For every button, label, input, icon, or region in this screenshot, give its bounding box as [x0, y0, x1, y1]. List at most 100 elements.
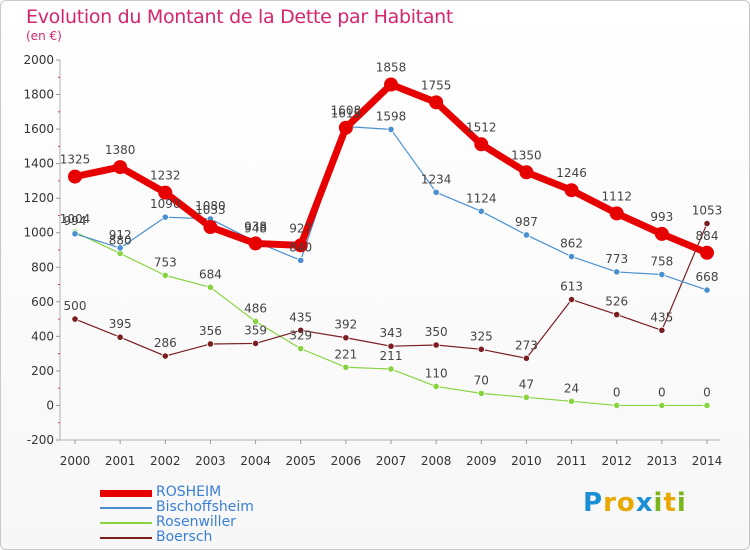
data-label-bischoffsheim: 1615 [331, 107, 362, 121]
data-point-rosenwiller [342, 363, 350, 371]
legend-item-rosenwiller: Rosenwiller [100, 515, 340, 530]
logo-letter: o [616, 488, 636, 518]
data-label-bischoffsheim: 987 [515, 215, 538, 229]
data-point-rosheim [68, 169, 82, 184]
data-point-rosheim [609, 206, 624, 221]
x-tick-label: 2003 [195, 454, 226, 468]
data-point-rosenwiller [432, 382, 440, 391]
data-label-boersch: 273 [515, 338, 538, 352]
chart-subtitle: (en €) [26, 29, 62, 43]
x-tick-label: 2009 [466, 454, 497, 468]
data-point-boersch [567, 295, 576, 304]
data-point-rosenwiller [613, 401, 621, 410]
legend-swatch [100, 537, 152, 539]
x-tick-label: 2011 [556, 454, 587, 468]
data-label-rosenwiller: 211 [380, 349, 403, 363]
logo-letter: P [583, 488, 604, 518]
x-tick-label: 2004 [240, 454, 271, 468]
data-label-bischoffsheim: 1090 [150, 197, 181, 211]
data-label-rosenwiller: 0 [658, 385, 666, 399]
data-label-rosheim: 1112 [601, 189, 632, 203]
data-label-rosheim: 1512 [466, 120, 497, 134]
data-point-bischoffsheim [522, 231, 531, 239]
data-label-bischoffsheim: 948 [244, 222, 267, 236]
data-label-rosenwiller: 47 [519, 377, 534, 391]
data-label-bischoffsheim: 1124 [466, 191, 497, 205]
data-point-rosheim [293, 238, 308, 253]
data-point-bischoffsheim [477, 207, 485, 215]
logo-letter: x [635, 488, 654, 518]
data-point-rosenwiller [522, 393, 531, 401]
data-label-bischoffsheim: 668 [696, 270, 719, 284]
data-point-rosheim [474, 137, 489, 152]
data-point-bischoffsheim [658, 270, 666, 279]
data-point-boersch [297, 326, 305, 334]
data-label-rosheim: 1033 [195, 203, 226, 217]
data-point-boersch [116, 333, 124, 341]
data-point-boersch [522, 354, 531, 362]
data-label-rosheim: 1858 [376, 61, 407, 75]
data-point-rosheim [113, 160, 128, 175]
data-label-bischoffsheim: 1080 [195, 199, 226, 213]
data-label-rosheim: 1350 [511, 148, 542, 162]
x-tick-label: 2008 [421, 454, 452, 468]
legend-label: Rosenwiller [156, 514, 236, 530]
data-label-bischoffsheim: 912 [109, 228, 132, 242]
x-tick-label: 2002 [150, 454, 181, 468]
legend-item-boersch: Boersch [100, 530, 340, 545]
data-point-boersch [206, 340, 215, 348]
data-point-bischoffsheim [71, 230, 79, 238]
data-label-rosenwiller: 110 [425, 366, 448, 380]
data-label-boersch: 325 [470, 329, 493, 343]
x-tick-label: 2012 [601, 454, 632, 468]
data-label-bischoffsheim: 840 [289, 240, 312, 254]
legend-label: Bischoffsheim [156, 499, 254, 515]
data-label-rosheim: 993 [650, 210, 673, 224]
data-label-rosheim: 1755 [421, 78, 452, 92]
data-point-boersch [432, 341, 440, 349]
data-label-rosenwiller: 0 [703, 385, 711, 399]
data-point-boersch [251, 339, 260, 348]
data-label-rosheim: 1232 [150, 169, 181, 183]
logo-letter: i [653, 488, 664, 518]
data-point-rosheim [429, 95, 444, 110]
data-label-bischoffsheim: 994 [64, 214, 87, 228]
data-label-boersch: 613 [560, 280, 583, 294]
data-label-boersch: 1053 [692, 204, 723, 218]
logo-letter: r [603, 488, 617, 518]
data-point-boersch [613, 310, 621, 319]
logo-letter: i [676, 488, 687, 518]
data-point-rosheim [384, 77, 398, 92]
data-label-rosheim: 927 [289, 221, 312, 235]
legend-label: ROSHEIM [156, 484, 222, 500]
data-point-rosenwiller [206, 283, 215, 291]
y-tick-label: -200 [27, 433, 54, 447]
data-label-bischoffsheim: 1598 [376, 109, 407, 123]
legend-label: Boersch [156, 529, 213, 545]
data-label-boersch: 435 [289, 310, 312, 324]
x-tick-label: 2006 [331, 454, 362, 468]
data-point-boersch [477, 345, 485, 353]
y-tick-label: 1800 [23, 88, 54, 102]
data-label-rosheim: 938 [244, 219, 267, 233]
data-point-rosheim [564, 183, 579, 198]
data-label-boersch: 350 [425, 325, 448, 339]
data-label-rosenwiller: 0 [613, 385, 621, 399]
data-label-rosenwiller: 1004 [60, 212, 91, 226]
data-label-rosheim: 1380 [105, 143, 136, 157]
data-point-rosenwiller [477, 389, 485, 397]
data-label-rosenwiller: 486 [244, 302, 267, 316]
data-label-boersch: 343 [380, 326, 403, 340]
data-label-bischoffsheim: 862 [560, 237, 583, 251]
x-tick-label: 2005 [285, 454, 316, 468]
data-label-boersch: 526 [605, 295, 628, 309]
data-point-bischoffsheim [387, 125, 395, 134]
y-tick-label: 1200 [23, 191, 54, 205]
data-point-bischoffsheim [567, 252, 576, 261]
y-tick-label: 400 [31, 329, 54, 343]
x-tick-label: 2010 [511, 454, 542, 468]
data-label-boersch: 356 [199, 324, 222, 338]
data-point-boersch [703, 219, 711, 228]
data-point-bischoffsheim [432, 188, 440, 196]
